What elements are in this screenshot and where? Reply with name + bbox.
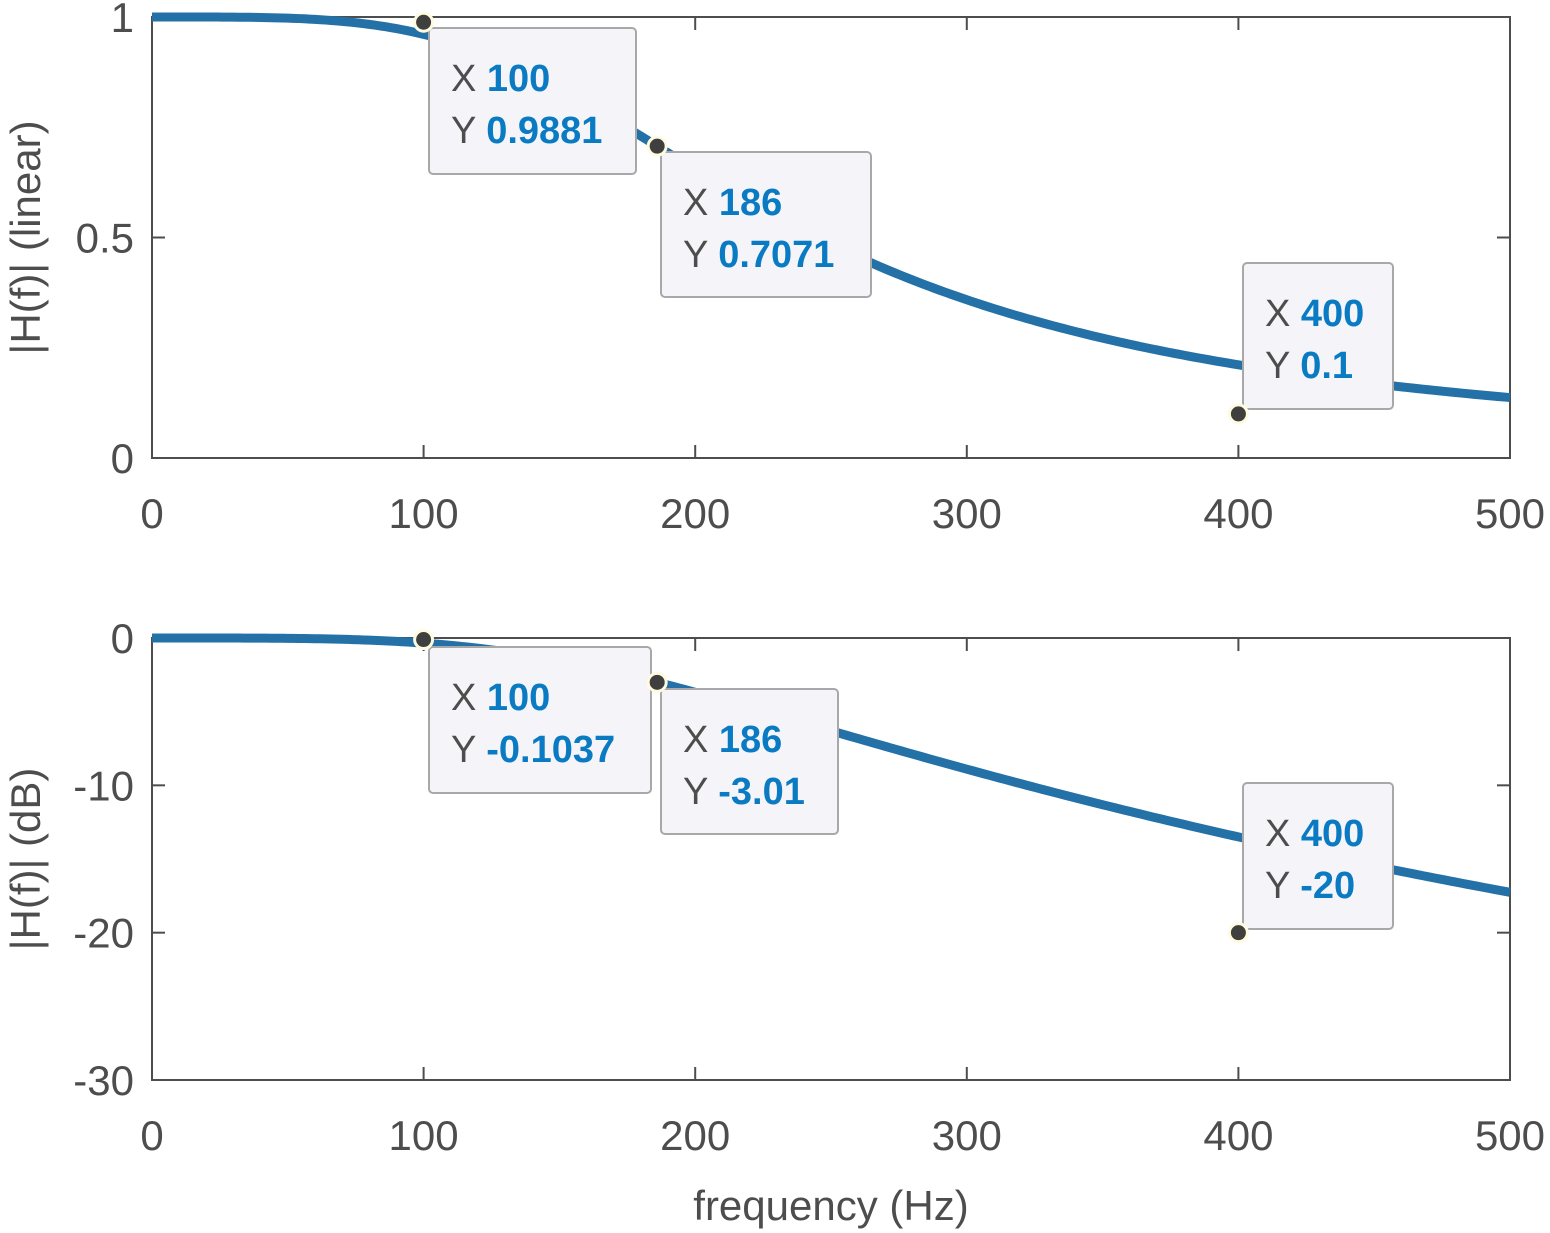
x-tick-label: 400 (1203, 490, 1273, 537)
datatip-x-row: X 100 (451, 58, 550, 100)
datatip-y-key: Y (451, 110, 486, 152)
x-axis-title: frequency (Hz) (693, 1182, 968, 1229)
datatip-y-value: 0.9881 (486, 110, 602, 152)
datatip-x-value: 100 (487, 58, 550, 100)
datatip-y-value: 0.1 (1300, 345, 1353, 387)
y-axis-title: |H(f)| (dB) (2, 768, 49, 951)
datatip-y-key: Y (683, 234, 718, 276)
datatip-x-value: 186 (719, 719, 782, 761)
datatip-box (1242, 262, 1394, 410)
y-tick-label: 1 (111, 0, 134, 41)
datatip-y-key: Y (451, 729, 486, 771)
datatip-x-value: 400 (1301, 813, 1364, 855)
datatip-marker[interactable] (413, 11, 435, 33)
y-tick-label: 0 (111, 615, 134, 662)
datatip-y-key: Y (683, 771, 718, 813)
x-tick-label: 200 (660, 1112, 730, 1159)
x-tick-label: 500 (1475, 1112, 1545, 1159)
datatip-x-row: X 100 (451, 677, 550, 719)
datatip-y-row: Y -3.01 (683, 771, 805, 813)
x-tick-label: 100 (389, 1112, 459, 1159)
datatip-x-row: X 186 (683, 719, 782, 761)
x-tick-label: 500 (1475, 490, 1545, 537)
datatip-y-key: Y (1265, 345, 1300, 387)
datatip-marker[interactable] (646, 135, 668, 157)
datatip-y-row: Y 0.9881 (451, 110, 602, 152)
y-tick-label: -30 (73, 1057, 134, 1104)
x-tick-label: 0 (140, 1112, 163, 1159)
datatip-box (660, 151, 872, 298)
y-tick-label: 0 (111, 435, 134, 482)
datatip-x-key: X (1265, 813, 1301, 855)
x-tick-label: 200 (660, 490, 730, 537)
datatip-x-key: X (451, 677, 487, 719)
datatip-y-row: Y -0.1037 (451, 729, 615, 771)
datatip-y-row: Y -20 (1265, 865, 1355, 907)
datatip-box (660, 688, 839, 835)
x-tick-label: 100 (389, 490, 459, 537)
datatip-box (1242, 782, 1394, 930)
x-tick-label: 400 (1203, 1112, 1273, 1159)
axes-box (151, 637, 1511, 1081)
x-tick-label: 300 (932, 490, 1002, 537)
datatip-y-value: 0.7071 (718, 234, 834, 276)
datatip-marker[interactable] (1227, 922, 1249, 944)
datatip-y-row: Y 0.1 (1265, 345, 1353, 387)
datatip-x-key: X (683, 182, 719, 224)
datatip-y-value: -0.1037 (486, 729, 615, 771)
datatip-marker[interactable] (1227, 403, 1249, 425)
datatip-box (428, 646, 652, 794)
y-tick-label: -20 (73, 910, 134, 957)
datatip-x-row: X 400 (1265, 293, 1364, 335)
datatip-x-value: 400 (1301, 293, 1364, 335)
datatip-marker[interactable] (413, 629, 435, 651)
datatip-x-key: X (683, 719, 719, 761)
datatip-x-value: 186 (719, 182, 782, 224)
datatip-marker[interactable] (646, 671, 668, 693)
db-magnitude-plot: 0 100 200 300 400 500 -30 -20 -10 0 |H(f)| (dB) fre… (2, 615, 1545, 1229)
linear-magnitude-plot: 0 100 200 300 400 500 0 0.5 1 |H(f)| (linear) X 10… (2, 0, 1545, 537)
datatip-y-value: -3.01 (718, 771, 805, 813)
datatip-x-row: X 186 (683, 182, 782, 224)
datatip-y-key: Y (1265, 865, 1300, 907)
datatip-x-row: X 400 (1265, 813, 1364, 855)
y-tick-label: -10 (73, 762, 134, 809)
datatip-x-key: X (451, 58, 487, 100)
datatip-x-value: 100 (487, 677, 550, 719)
x-tick-label: 300 (932, 1112, 1002, 1159)
y-tick-label: 0.5 (76, 215, 134, 262)
datatip-y-value: -20 (1300, 865, 1355, 907)
datatip-y-row: Y 0.7071 (683, 234, 834, 276)
datatip-x-key: X (1265, 293, 1301, 335)
datatip-box (428, 27, 637, 175)
x-tick-label: 0 (140, 490, 163, 537)
y-axis-title: |H(f)| (linear) (2, 120, 49, 354)
